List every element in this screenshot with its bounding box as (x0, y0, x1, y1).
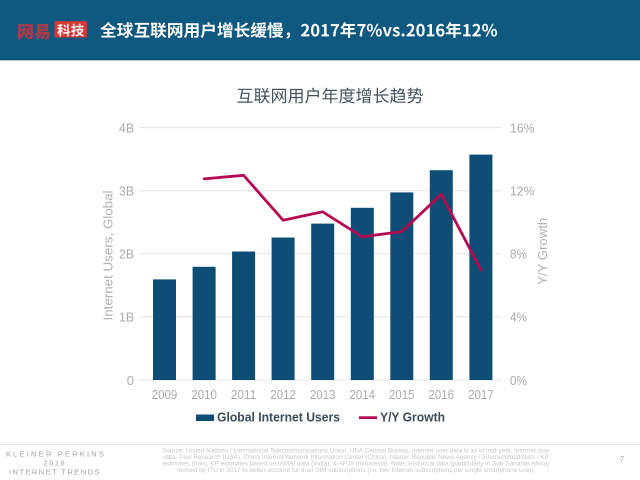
svg-text:2015: 2015 (389, 387, 415, 402)
svg-text:12%: 12% (510, 184, 535, 199)
svg-text:Source: United Nations / Inter: Source: United Nations / International T… (162, 447, 551, 454)
svg-text:2013: 2013 (310, 387, 336, 402)
svg-text:8%: 8% (510, 247, 527, 262)
svg-text:INTERNET TRENDS: INTERNET TRENDS (9, 468, 101, 477)
svg-text:2010: 2010 (191, 387, 217, 402)
svg-text:2017: 2017 (468, 387, 494, 402)
svg-text:2012: 2012 (270, 387, 296, 402)
svg-text:2009: 2009 (152, 387, 178, 402)
svg-text:2016: 2016 (429, 387, 455, 402)
svg-text:Internet Users, Global: Internet Users, Global (100, 190, 115, 320)
svg-text:0%: 0% (510, 373, 527, 388)
svg-text:Global Internet Users: Global Internet Users (217, 410, 340, 425)
svg-text:data: Pew Research (USA), Chin: data: Pew Research (USA), China Internet… (163, 454, 549, 461)
svg-text:16%: 16% (510, 120, 535, 135)
svg-text:2014: 2014 (349, 387, 375, 402)
svg-text:3B: 3B (119, 184, 134, 199)
svg-text:KLEINER PERKINS: KLEINER PERKINS (6, 450, 106, 459)
svg-text:0: 0 (127, 373, 134, 388)
svg-text:2011: 2011 (231, 387, 257, 402)
svg-text:1B: 1B (119, 310, 134, 325)
svg-text:7: 7 (620, 454, 625, 464)
svg-text:2B: 2B (119, 247, 134, 262)
svg-text:revised by ITU in 2017 to bett: revised by ITU in 2017 to better account… (177, 467, 536, 474)
svg-text:4%: 4% (510, 310, 527, 325)
svg-text:Y/Y Growth: Y/Y Growth (380, 410, 445, 425)
svg-text:estimates (Iran), KP estimates: estimates (Iran), KP estimates based on … (162, 460, 549, 467)
svg-text:4B: 4B (119, 120, 134, 135)
svg-text:Y/Y Growth: Y/Y Growth (535, 218, 550, 285)
svg-text:2018: 2018 (44, 461, 67, 468)
